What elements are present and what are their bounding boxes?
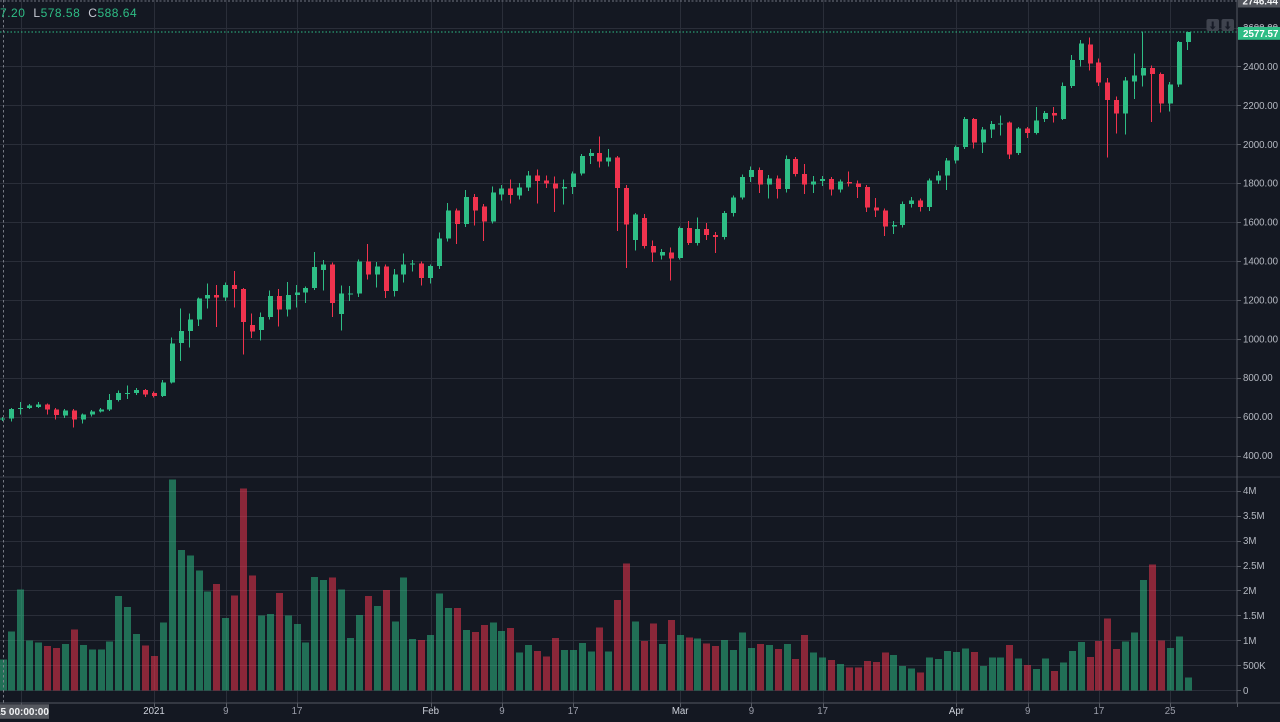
svg-text:9: 9 [499,706,504,717]
svg-text:9: 9 [223,706,228,717]
svg-text:2000.00: 2000.00 [1243,140,1279,151]
svg-text:2400.00: 2400.00 [1243,62,1279,73]
svg-text:1200.00: 1200.00 [1243,295,1279,306]
svg-text:600.00: 600.00 [1243,412,1273,423]
svg-text:15 00:00:00: 15 00:00:00 [0,707,49,718]
svg-text:0: 0 [1243,686,1249,697]
svg-text:800.00: 800.00 [1243,373,1273,384]
svg-text:2.5M: 2.5M [1243,561,1265,572]
svg-text:2M: 2M [1243,586,1256,597]
svg-text:3.5M: 3.5M [1243,511,1265,522]
svg-text:1400.00: 1400.00 [1243,257,1279,268]
svg-text:1600.00: 1600.00 [1243,218,1279,229]
svg-text:500K: 500K [1243,661,1266,672]
svg-text:Feb: Feb [422,706,439,717]
svg-text:1.5M: 1.5M [1243,611,1265,622]
svg-text:9: 9 [1025,706,1030,717]
svg-text:4M: 4M [1243,486,1256,497]
svg-text:17: 17 [292,706,303,717]
svg-text:1800.00: 1800.00 [1243,179,1279,190]
svg-text:2200.00: 2200.00 [1243,101,1279,112]
svg-text:1M: 1M [1243,636,1256,647]
svg-text:2021: 2021 [143,706,165,717]
svg-text:2746.44: 2746.44 [1243,0,1279,8]
svg-text:Apr: Apr [949,706,965,717]
svg-text:Mar: Mar [672,706,689,717]
svg-text:17: 17 [568,706,579,717]
svg-text:1000.00: 1000.00 [1243,334,1279,345]
svg-text:9: 9 [749,706,754,717]
svg-text:17: 17 [817,706,828,717]
svg-text:400.00: 400.00 [1243,451,1273,462]
svg-text:17: 17 [1094,706,1105,717]
svg-text:3M: 3M [1243,536,1256,547]
svg-text:2577.57: 2577.57 [1243,29,1279,40]
svg-text:25: 25 [1165,706,1176,717]
